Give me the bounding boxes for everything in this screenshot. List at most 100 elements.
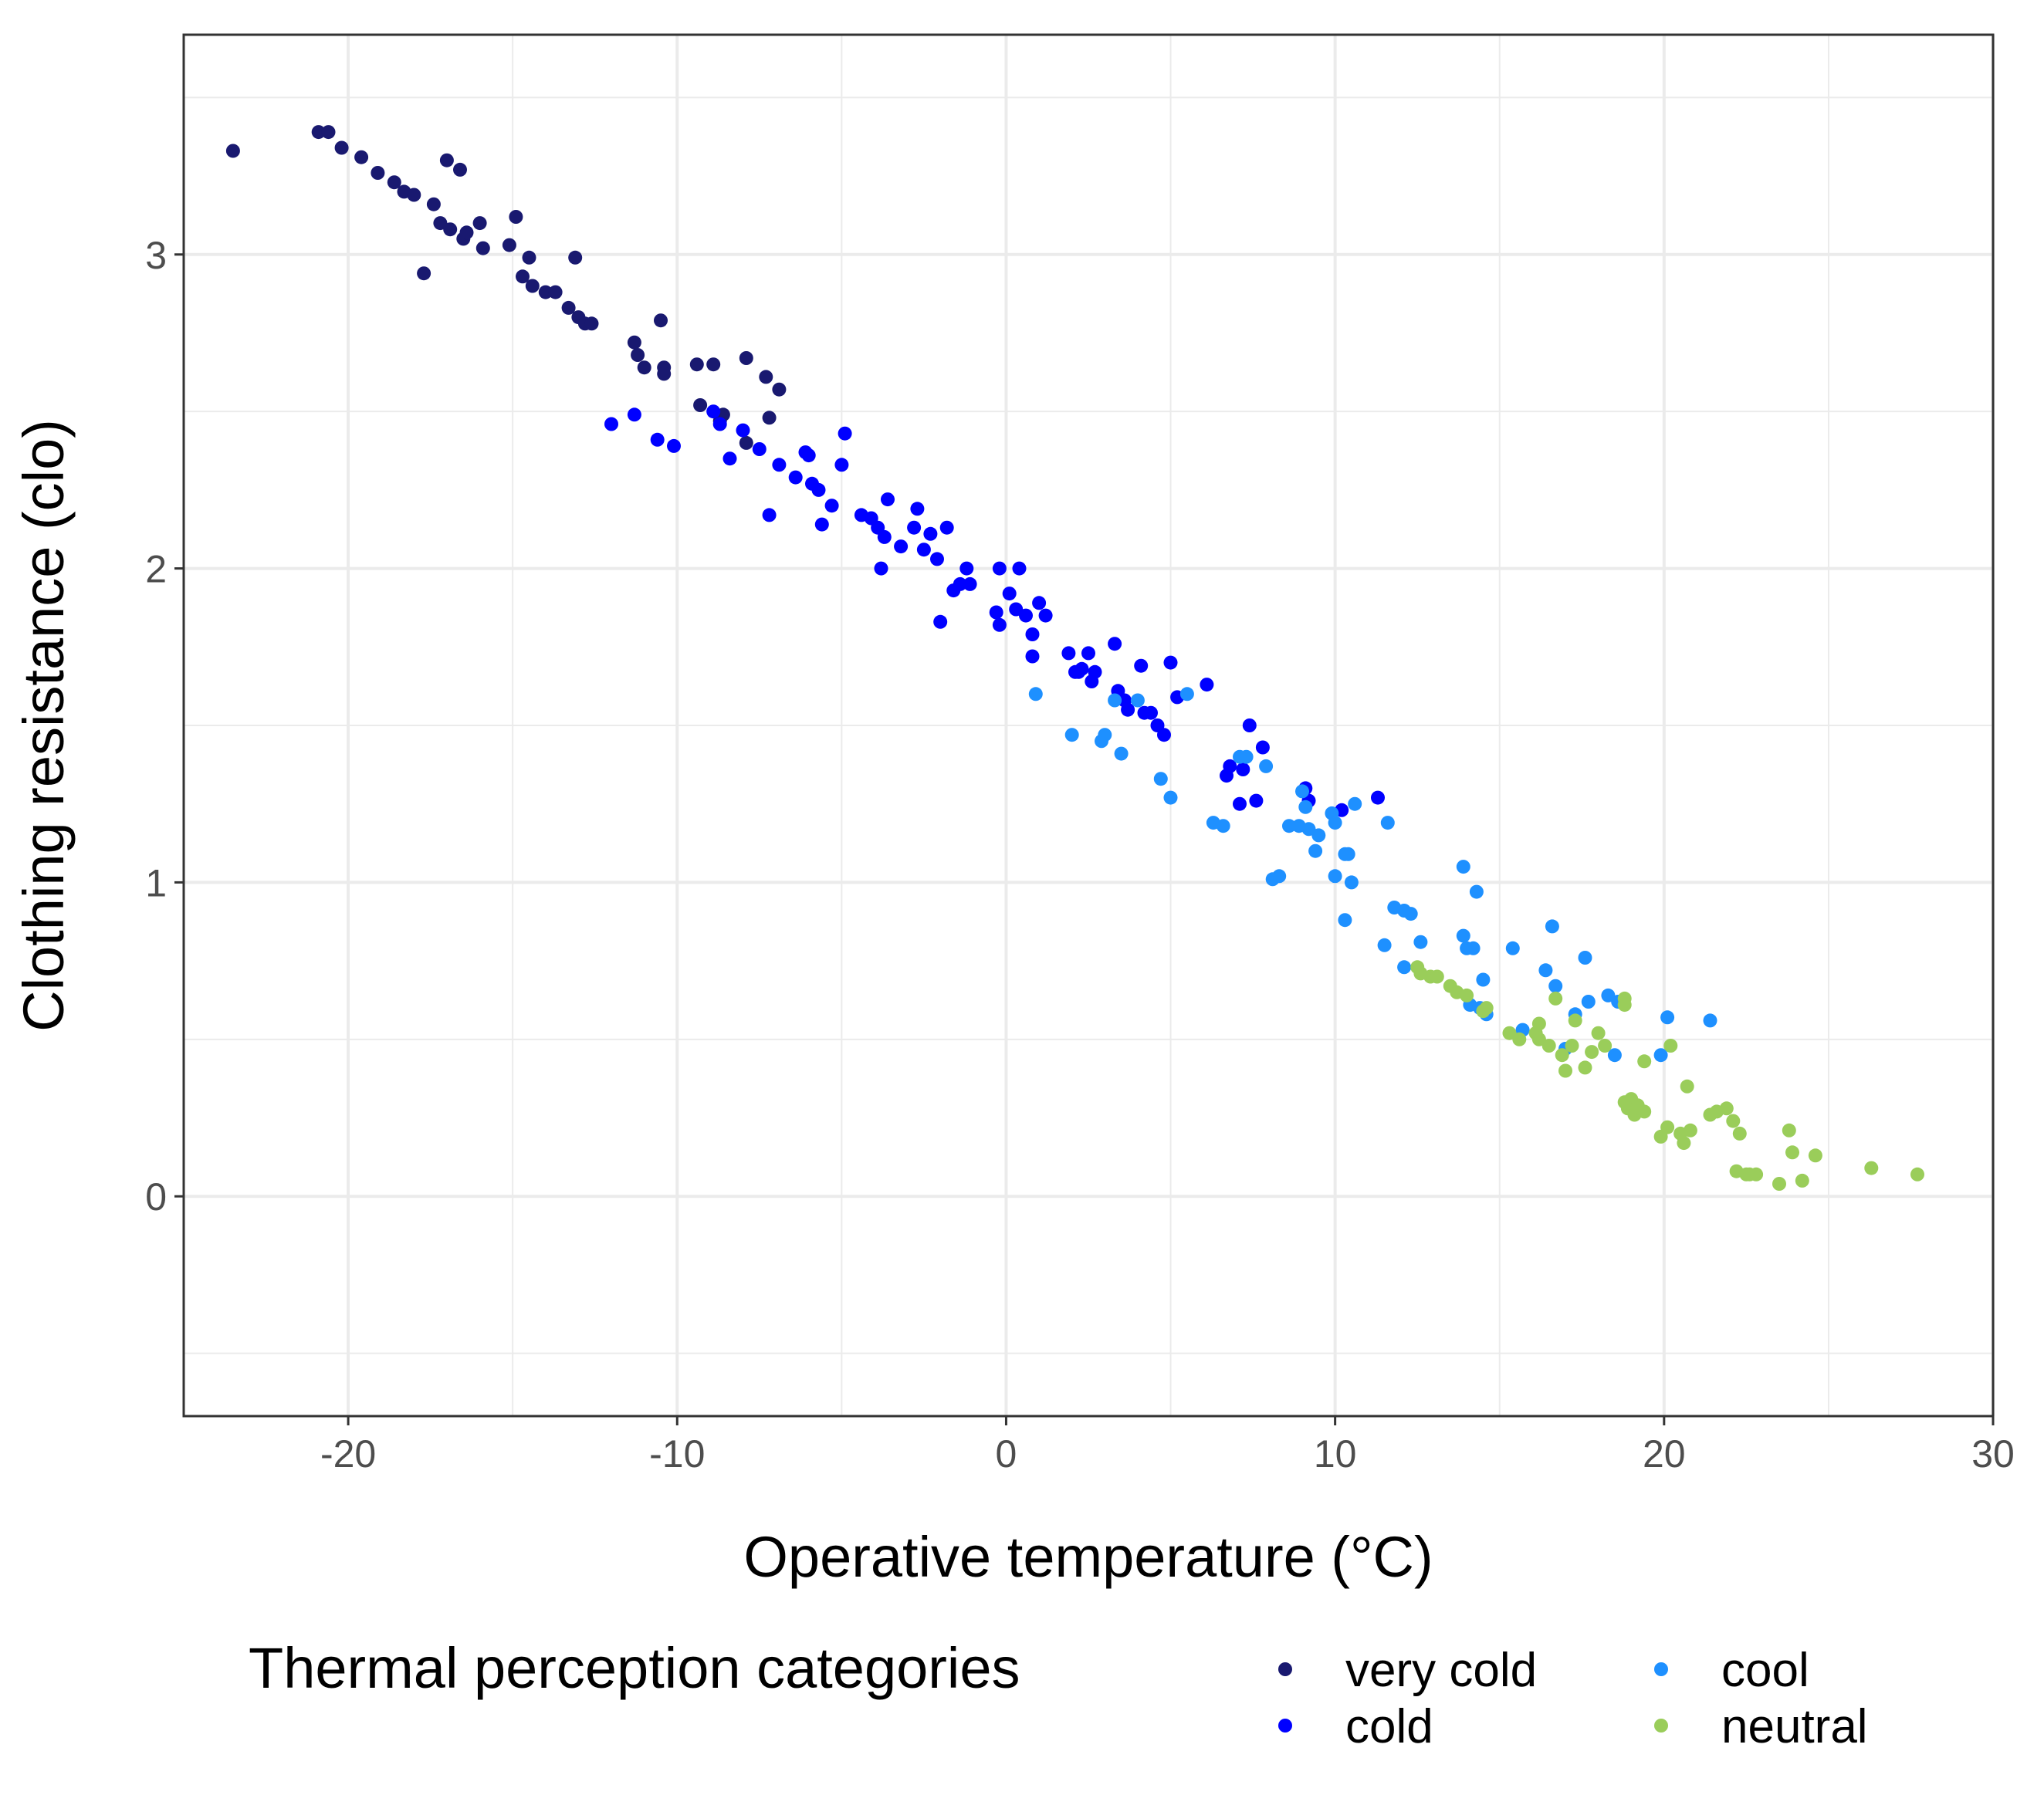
point-cool (1098, 728, 1112, 742)
legend-key-cool (1654, 1662, 1668, 1676)
point-very-cold (693, 398, 708, 412)
point-cold (1144, 705, 1158, 720)
point-very-cold (637, 360, 651, 375)
legend-key-neutral (1654, 1719, 1668, 1733)
point-cold (1157, 728, 1171, 742)
legend-label-very-cold: very cold (1345, 1644, 1537, 1697)
point-cold (772, 458, 787, 472)
point-neutral (1732, 1126, 1747, 1141)
point-cool (1469, 884, 1484, 899)
point-cold (916, 543, 931, 557)
point-cold (706, 404, 721, 419)
point-cold (923, 526, 938, 541)
point-cold (1019, 608, 1033, 623)
point-cool (1338, 913, 1352, 928)
point-neutral (1585, 1045, 1599, 1060)
point-cold (801, 448, 816, 463)
point-cold (1236, 762, 1250, 776)
point-cold (1061, 646, 1076, 661)
point-very-cold (627, 335, 641, 350)
y-tick-label: 1 (145, 861, 167, 904)
point-cold (788, 470, 803, 485)
point-cool (1703, 1013, 1717, 1028)
point-cold (814, 517, 829, 532)
point-neutral (1568, 1013, 1582, 1028)
y-axis-ticks: 0 1 2 3 (145, 234, 184, 1219)
point-cool (1064, 728, 1079, 742)
point-cold (1088, 664, 1102, 679)
point-cool (1380, 816, 1395, 830)
point-very-cold (472, 216, 487, 231)
point-neutral (1502, 1026, 1517, 1040)
point-very-cold (657, 367, 672, 381)
point-very-cold (439, 153, 454, 167)
point-neutral (1785, 1145, 1799, 1160)
point-neutral (1541, 1039, 1556, 1053)
point-neutral (1558, 1063, 1572, 1078)
point-cool (1259, 759, 1274, 773)
point-very-cold (654, 313, 668, 328)
point-cold (736, 423, 750, 438)
point-cold (1249, 793, 1264, 808)
point-cool (1108, 693, 1122, 708)
point-cold (1255, 740, 1270, 755)
panel-border (182, 33, 1995, 1418)
point-cold (1223, 759, 1237, 773)
point-very-cold (433, 216, 448, 231)
point-very-cold (631, 348, 645, 362)
point-cold (939, 520, 954, 535)
point-cold (992, 617, 1007, 632)
point-very-cold (475, 241, 490, 255)
y-axis-title: Clothing resistance (clo) (12, 419, 76, 1032)
point-cold (992, 561, 1007, 576)
point-cool (1341, 847, 1355, 861)
point-very-cold (516, 269, 530, 284)
point-cold (930, 552, 944, 566)
point-cold (1242, 718, 1257, 732)
point-cool (1601, 988, 1616, 1002)
point-cool (1578, 951, 1592, 965)
point-cold (604, 417, 618, 431)
point-cool (1377, 938, 1392, 952)
point-very-cold (417, 266, 431, 281)
point-cool (1397, 960, 1412, 975)
point-very-cold (407, 188, 421, 202)
point-very-cold (525, 279, 540, 293)
point-very-cold (739, 351, 753, 365)
legend-title: Thermal perception categories (249, 1636, 1020, 1700)
point-cool (1653, 1048, 1668, 1063)
point-cold (752, 442, 766, 456)
point-very-cold (759, 370, 773, 384)
x-tick-label: 0 (996, 1432, 1017, 1476)
point-very-cold (522, 250, 536, 265)
point-cool (1476, 972, 1491, 987)
point-very-cold (354, 150, 369, 164)
x-tick-label: -10 (649, 1432, 705, 1476)
point-cold (959, 561, 974, 576)
data-points (225, 125, 1924, 1191)
point-cool (1403, 907, 1418, 921)
point-cool (1239, 749, 1254, 764)
x-tick-label: 30 (1971, 1432, 2015, 1476)
point-cold (1025, 627, 1040, 641)
point-very-cold (772, 382, 787, 397)
point-neutral (1637, 1104, 1652, 1119)
point-very-cold (568, 250, 583, 265)
point-very-cold (459, 225, 474, 240)
x-tick-label: -20 (320, 1432, 376, 1476)
legend-label-cool: cool (1721, 1644, 1809, 1697)
point-cold (1121, 702, 1135, 717)
point-cool (1505, 941, 1520, 955)
point-neutral (1864, 1161, 1879, 1175)
point-cool (1028, 687, 1043, 701)
point-cold (762, 508, 777, 522)
point-cold (1371, 790, 1385, 805)
point-cool (1153, 772, 1168, 786)
point-cool (1308, 843, 1323, 858)
point-cool (1538, 963, 1553, 978)
point-cold (1009, 602, 1024, 617)
point-cold (877, 529, 892, 544)
minor-gridlines (184, 35, 1993, 1416)
